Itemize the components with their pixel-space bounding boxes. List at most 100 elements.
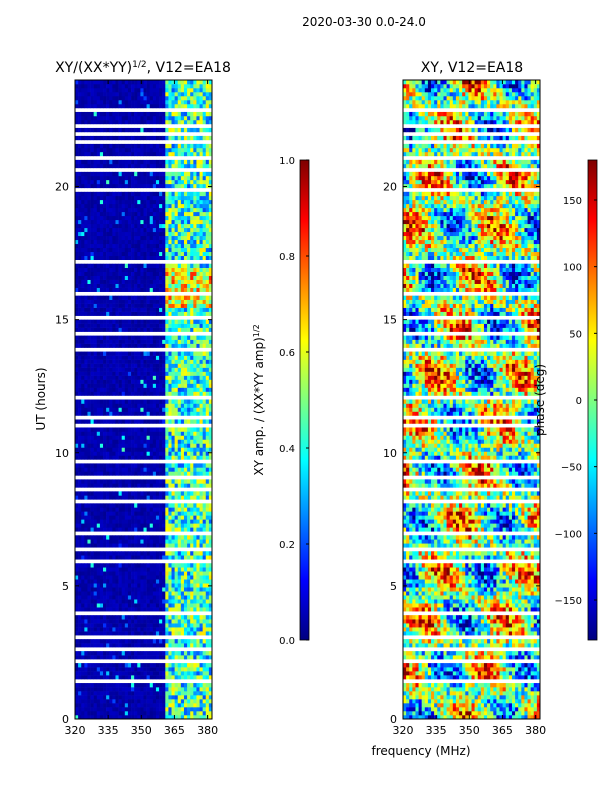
amplitude-heatmap-cell: [177, 583, 182, 588]
amplitude-heatmap-cell: [106, 663, 110, 668]
amplitude-heatmap-cell: [121, 311, 126, 316]
amplitude-heatmap-cell: [103, 219, 107, 225]
amplitude-heatmap-cell: [137, 335, 141, 340]
amplitude-heatmap-cell: [162, 455, 166, 460]
amplitude-heatmap-cell: [121, 687, 126, 692]
amplitude-heatmap-cell: [155, 479, 160, 484]
amplitude-heatmap-cell: [152, 399, 157, 404]
amplitude-heatmap-cell: [199, 183, 203, 189]
amplitude-heatmap-cell: [146, 567, 151, 572]
amplitude-heatmap-cell: [99, 643, 104, 648]
amplitude-heatmap-cell: [159, 227, 163, 233]
amplitude-heatmap-cell: [75, 467, 79, 472]
amplitude-heatmap-cell: [109, 271, 113, 276]
amplitude-heatmap-cell: [180, 407, 185, 412]
amplitude-heatmap-cell: [90, 511, 94, 516]
amplitude-heatmap-cell: [165, 463, 169, 468]
amplitude-heatmap-cell: [155, 323, 160, 328]
amplitude-heatmap-cell: [96, 539, 101, 544]
amplitude-heatmap-cell: [177, 235, 182, 241]
amplitude-heatmap-cell: [202, 479, 207, 484]
amplitude-heatmap-cell: [208, 307, 213, 312]
amplitude-heatmap-cell: [131, 519, 135, 524]
amplitude-heatmap-cell: [205, 443, 210, 448]
amplitude-heatmap-cell: [140, 383, 144, 388]
amplitude-heatmap-cell: [205, 379, 210, 384]
amplitude-heatmap-cell: [112, 239, 116, 245]
amplitude-heatmap-cell: [131, 671, 135, 676]
amplitude-heatmap-cell: [121, 263, 126, 268]
amplitude-heatmap-cell: [109, 219, 113, 225]
amplitude-heatmap-cell: [140, 279, 144, 284]
amplitude-heatmap-cell: [109, 355, 113, 360]
amplitude-heatmap-cell: [196, 551, 200, 556]
amplitude-heatmap-cell: [199, 283, 203, 288]
amplitude-heatmap-cell: [78, 219, 82, 225]
amplitude-heatmap-cell: [177, 515, 182, 520]
amplitude-heatmap-cell: [115, 671, 119, 676]
amplitude-heatmap-cell: [93, 563, 98, 568]
amplitude-heatmap-cell: [127, 691, 132, 696]
amplitude-heatmap-cell: [112, 427, 116, 432]
amplitude-heatmap-cell: [78, 379, 82, 384]
amplitude-heatmap-cell: [196, 287, 200, 292]
amplitude-heatmap-cell: [152, 339, 157, 344]
amplitude-heatmap-cell: [93, 287, 98, 292]
amplitude-heatmap-cell: [115, 443, 119, 448]
amplitude-heatmap-cell: [183, 491, 188, 496]
amplitude-heatmap-cell: [78, 623, 82, 628]
amplitude-heatmap-cell: [202, 287, 207, 292]
amplitude-heatmap-cell: [149, 631, 154, 636]
amplitude-heatmap-cell: [174, 699, 179, 704]
amplitude-heatmap-cell: [118, 311, 122, 316]
amplitude-heatmap-cell: [78, 455, 82, 460]
amplitude-heatmap-cell: [199, 519, 203, 524]
amplitude-heatmap-cell: [131, 327, 135, 332]
amplitude-heatmap-cell: [103, 563, 107, 568]
amplitude-heatmap-cell: [168, 215, 172, 221]
amplitude-heatmap-cell: [177, 271, 182, 276]
amplitude-heatmap-cell: [84, 235, 88, 241]
amplitude-heatmap-cell: [118, 575, 122, 580]
amplitude-heatmap-cell: [112, 411, 116, 416]
amplitude-heatmap-cell: [149, 335, 154, 340]
amplitude-heatmap-cell: [149, 243, 154, 249]
amplitude-heatmap-cell: [183, 183, 188, 189]
amplitude-heatmap-cell: [208, 239, 213, 245]
amplitude-heatmap-cell: [140, 435, 144, 440]
amplitude-heatmap-cell: [112, 447, 116, 452]
amplitude-heatmap-cell: [78, 439, 82, 444]
amplitude-heatmap-cell: [205, 575, 210, 580]
amplitude-heatmap-cell: [87, 339, 91, 344]
amplitude-heatmap-cell: [93, 327, 98, 332]
amplitude-heatmap-cell: [78, 491, 82, 496]
amplitude-heatmap-cell: [187, 579, 191, 584]
amplitude-heatmap-cell: [109, 687, 113, 692]
amplitude-heatmap-cell: [165, 503, 169, 508]
amplitude-heatmap-cell: [87, 483, 91, 488]
amplitude-heatmap-cell: [149, 575, 154, 580]
amplitude-heatmap-cell: [177, 251, 182, 257]
amplitude-heatmap-cell: [78, 539, 82, 544]
amplitude-heatmap-cell: [103, 623, 107, 628]
amplitude-heatmap-cell: [124, 211, 129, 217]
amplitude-heatmap-cell: [103, 463, 107, 468]
amplitude-heatmap-cell: [87, 343, 91, 348]
amplitude-heatmap-cell: [99, 627, 104, 632]
amplitude-heatmap-cell: [171, 507, 175, 512]
amplitude-heatmap-cell: [81, 651, 85, 656]
amplitude-heatmap-cell: [196, 303, 200, 308]
amplitude-heatmap-cell: [187, 367, 191, 372]
amplitude-heatmap-cell: [121, 375, 126, 380]
amplitude-heatmap-cell: [196, 615, 200, 620]
amplitude-heatmap-cell: [162, 211, 166, 217]
amplitude-heatmap-cell: [187, 623, 191, 628]
amplitude-heatmap-cell: [177, 539, 182, 544]
amplitude-heatmap-cell: [134, 683, 138, 688]
amplitude-heatmap-cell: [171, 255, 175, 261]
amplitude-heatmap-cell: [96, 691, 101, 696]
amplitude-heatmap-cell: [109, 671, 113, 676]
amplitude-heatmap-cell: [99, 279, 104, 284]
amplitude-heatmap-cell: [134, 623, 138, 628]
amplitude-heatmap-cell: [75, 603, 79, 608]
